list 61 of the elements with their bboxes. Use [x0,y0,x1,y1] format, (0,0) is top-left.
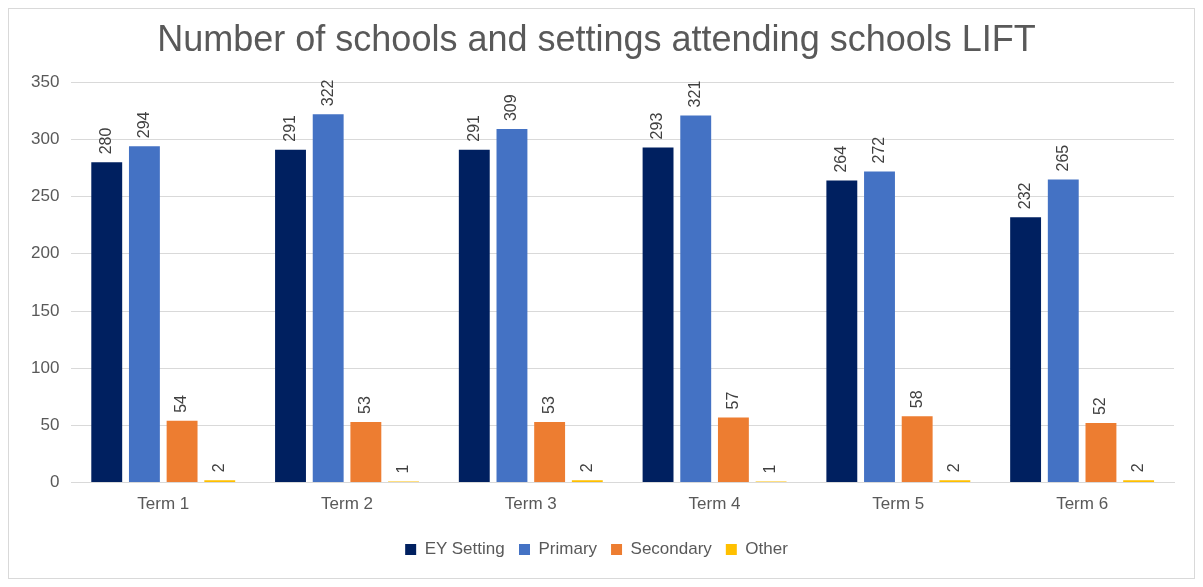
data-label: 1 [393,464,411,474]
bar [534,421,566,483]
data-label: 280 [97,127,115,155]
bar [680,115,712,483]
bar [91,162,123,483]
x-tick-label: Term 4 [688,494,741,514]
data-label: 58 [907,390,925,409]
data-label: 293 [648,112,666,140]
bar [312,114,344,483]
data-label: 294 [134,111,152,139]
y-tick-label: 250 [30,186,60,206]
data-label: 322 [318,79,336,107]
bar [458,149,490,483]
bar [826,180,858,483]
legend-label: Other [745,539,789,559]
y-tick-label: 300 [30,129,60,149]
data-label: 53 [540,396,558,414]
data-label: 54 [172,394,190,413]
y-tick-label: 0 [49,472,60,492]
data-label: 321 [686,80,704,108]
bar [496,129,528,483]
bar [275,149,306,483]
data-label: 264 [832,145,850,173]
bar [166,420,198,483]
data-label: 291 [280,114,298,142]
bar [1085,423,1117,483]
bar [350,421,382,483]
x-tick-label: Term 3 [504,494,557,514]
x-tick-label: Term 2 [321,494,374,514]
y-tick-label: 100 [30,357,60,377]
x-tick-label: Term 1 [137,494,190,514]
y-tick-label: 200 [30,243,60,263]
y-tick-label: 350 [30,71,60,91]
legend-label: EY Setting [424,539,505,559]
bar [1047,179,1079,483]
data-label: 265 [1053,144,1071,172]
data-label: 2 [210,463,228,473]
bar [642,147,674,483]
y-tick-label: 50 [40,415,60,435]
legend-label: Primary [538,539,598,559]
data-label: 57 [723,391,741,410]
bar [128,146,160,483]
y-tick-label: 150 [30,300,60,320]
bar [717,417,749,483]
x-tick-label: Term 6 [1056,494,1109,514]
x-tick-label: Term 5 [872,494,925,514]
bar [864,171,895,483]
bar [1010,217,1042,483]
chart-title: Number of schools and settings attending schools LIFT [157,17,1036,59]
data-label: 2 [1129,463,1147,473]
legend-label: Secondary [630,539,713,559]
data-label: 1 [761,464,779,474]
data-label: 52 [1091,397,1109,416]
data-label: 309 [502,94,520,122]
data-label: 232 [1016,182,1034,210]
data-label: 53 [356,396,374,414]
data-label: 272 [869,136,887,164]
data-label: 2 [577,463,595,473]
bar [901,416,933,483]
data-label: 2 [945,463,963,473]
data-label: 291 [464,114,482,142]
